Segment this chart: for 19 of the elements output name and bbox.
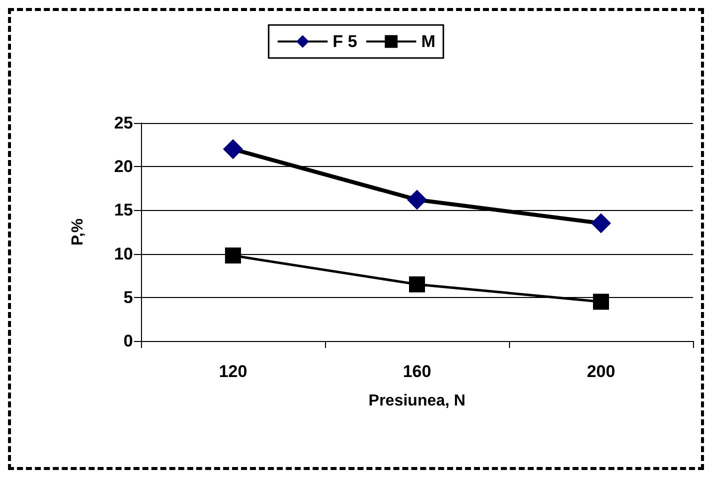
x-axis-title: Presiunea, N — [368, 392, 466, 410]
y-tick-label: 5 — [124, 288, 133, 307]
point — [225, 248, 241, 264]
y-axis-title: P,% — [70, 218, 86, 246]
y-tick-label: 20 — [114, 157, 133, 176]
point — [223, 139, 243, 160]
point — [591, 213, 611, 234]
y-tick-label: 10 — [114, 244, 133, 264]
y-tick-label: 0 — [124, 332, 133, 350]
legend-label: M — [421, 32, 436, 51]
y-tick-label: 15 — [114, 200, 133, 220]
x-tick-label: 160 — [402, 362, 432, 381]
legend-label: F 5 — [332, 32, 358, 51]
point — [593, 294, 609, 310]
y-tick-label: 25 — [114, 114, 133, 132]
x-tick-label: 120 — [218, 362, 248, 381]
point — [409, 276, 425, 292]
point — [407, 190, 427, 210]
x-tick-label: 200 — [586, 362, 616, 381]
